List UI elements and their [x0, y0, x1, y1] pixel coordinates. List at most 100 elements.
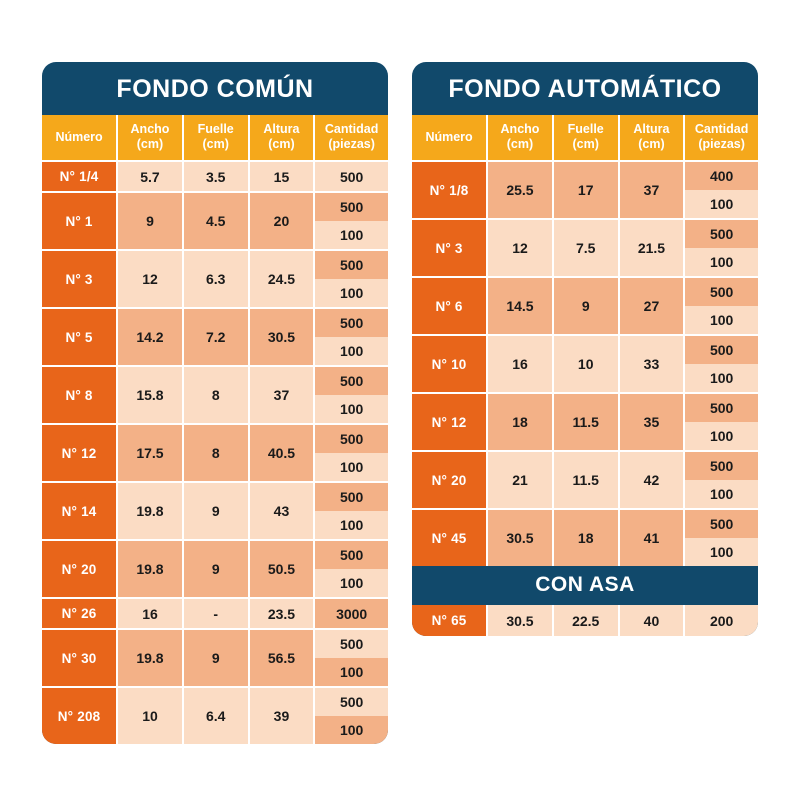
cell-ancho: 19.8: [118, 481, 184, 540]
column-header-ancho-unit: (cm): [506, 137, 534, 152]
cell-altura: 35: [619, 392, 686, 451]
fondo-automatico-table: Número Ancho (cm) Fuelle (cm) Altura (cm…: [412, 115, 758, 567]
cell-cantidad: 3000: [315, 597, 388, 629]
row-label-numero: N° 8: [42, 365, 119, 424]
cell-altura: 20: [249, 191, 316, 250]
cell-cantidad: 500 100: [315, 481, 388, 540]
column-header-ancho: Ancho (cm): [488, 115, 554, 161]
row-label-numero: N° 5: [42, 307, 119, 366]
table-row: N° 20 21 11.5 42 500 100: [412, 450, 758, 509]
cell-fuelle: 11.5: [553, 450, 620, 509]
cell-ancho: 16: [118, 597, 184, 629]
column-header-altura-unit: (cm): [268, 137, 295, 152]
cell-cantidad: 500 100: [685, 276, 758, 335]
cell-fuelle: 10: [553, 334, 620, 393]
cantidad-value: 100: [315, 221, 388, 250]
cell-altura: 15: [249, 160, 316, 192]
cell-ancho: 19.8: [118, 628, 184, 687]
cantidad-value: 500: [315, 251, 388, 280]
table-row: N° 26 16-23.5 3000: [42, 597, 388, 629]
cell-ancho: 25.5: [488, 160, 554, 219]
row-label-numero: N° 12: [412, 392, 489, 451]
cantidad-value: 100: [315, 279, 388, 308]
cell-altura: 43: [249, 481, 316, 540]
cell-fuelle: 6.4: [183, 686, 250, 745]
cell-cantidad: 500 100: [315, 539, 388, 598]
cell-altura: 40.5: [249, 423, 316, 482]
row-label-numero: N° 1/8: [412, 160, 489, 219]
fondo-comun-table: Número Ancho (cm) Fuelle (cm) Altura (cm…: [42, 115, 388, 745]
cantidad-value: 100: [315, 337, 388, 366]
column-header-cantidad: Cantidad (piezas): [685, 115, 758, 161]
cell-altura: 30.5: [249, 307, 316, 366]
row-label-numero: N° 30: [42, 628, 119, 687]
cantidad-value: 100: [315, 395, 388, 424]
cell-altura: 40: [619, 605, 686, 637]
cell-cantidad: 500 100: [315, 686, 388, 745]
cantidad-value: 200: [685, 605, 758, 637]
cell-altura: 50.5: [249, 539, 316, 598]
cell-altura: 37: [249, 365, 316, 424]
table-row: N° 20 19.8 9 50.5 500 100: [42, 539, 388, 598]
cell-altura: 23.5: [249, 597, 316, 629]
column-header-cantidad-unit: (piezas): [328, 137, 375, 152]
cell-cantidad: 500 100: [315, 191, 388, 250]
cell-altura: 37: [619, 160, 686, 219]
column-header-ancho-unit: (cm): [136, 137, 164, 152]
table-row: N° 208 10 6.4 39 500 100: [42, 686, 388, 745]
column-header-altura-label: Altura: [633, 122, 670, 137]
table-row: N° 1/8 25.5 17 37 400 100: [412, 160, 758, 219]
row-label-numero: N° 20: [412, 450, 489, 509]
row-label-numero: N° 14: [42, 481, 119, 540]
cell-ancho: 17.5: [118, 423, 184, 482]
cell-altura: 27: [619, 276, 686, 335]
cell-ancho: 12: [118, 249, 184, 308]
cell-fuelle: 3.5: [183, 160, 250, 192]
cell-ancho: 5.7: [118, 160, 184, 192]
cantidad-value: 100: [685, 364, 758, 393]
table-row: N° 5 14.2 7.2 30.5 500 100: [42, 307, 388, 366]
column-header-cantidad-label: Cantidad: [694, 122, 749, 137]
cantidad-value: 100: [685, 306, 758, 335]
row-label-numero: N° 1: [42, 191, 119, 250]
cell-altura: 33: [619, 334, 686, 393]
column-header-cantidad-label: Cantidad: [324, 122, 379, 137]
cell-fuelle: 11.5: [553, 392, 620, 451]
table-row: N° 14 19.8 9 43 500 100: [42, 481, 388, 540]
table-header-row: Número Ancho (cm) Fuelle (cm) Altura (cm…: [412, 115, 758, 161]
page-title-fondo-comun: FONDO COMÚN: [116, 75, 314, 103]
table-header-row: Número Ancho (cm) Fuelle (cm) Altura (cm…: [42, 115, 388, 161]
row-label-numero: N° 26: [42, 597, 119, 629]
column-header-altura: Altura (cm): [249, 115, 316, 161]
column-header-fuelle-label: Fuelle: [567, 122, 604, 137]
cell-ancho: 21: [488, 450, 554, 509]
cantidad-value: 500: [315, 425, 388, 454]
con-asa-table: N° 65 30.5 22.5 40 200: [412, 605, 758, 637]
cell-fuelle: -: [183, 597, 250, 629]
column-header-altura-unit: (cm): [638, 137, 665, 152]
row-label-numero: N° 10: [412, 334, 489, 393]
cantidad-value: 100: [315, 716, 388, 745]
table-row: N° 3 12 6.3 24.5 500 100: [42, 249, 388, 308]
cantidad-value: 100: [315, 569, 388, 598]
fondo-comun-panel: FONDO COMÚN Número Ancho (cm) Fuelle (cm: [42, 62, 388, 745]
cell-altura: 24.5: [249, 249, 316, 308]
cell-ancho: 10: [118, 686, 184, 745]
row-label-numero: N° 3: [42, 249, 119, 308]
cantidad-value: 100: [685, 248, 758, 277]
cell-cantidad: 500 100: [315, 307, 388, 366]
fondo-comun-table-body: N° 1/4 5.7 3.5 15 500 N° 1 9 4.5 20 500 100 N° 3 12 6…: [42, 160, 388, 745]
cantidad-value: 500: [685, 394, 758, 423]
cell-cantidad: 500 100: [315, 249, 388, 308]
cell-ancho: 16: [488, 334, 554, 393]
con-asa-table-body: N° 65 30.5 22.5 40 200: [412, 605, 758, 637]
cantidad-value: 100: [685, 538, 758, 567]
cantidad-value: 100: [315, 453, 388, 482]
cantidad-value: 500: [685, 278, 758, 307]
column-header-fuelle: Fuelle (cm): [183, 115, 250, 161]
cantidad-value: 500: [315, 193, 388, 222]
cell-cantidad: 500 100: [685, 450, 758, 509]
row-label-numero: N° 12: [42, 423, 119, 482]
cell-cantidad: 500 100: [315, 628, 388, 687]
